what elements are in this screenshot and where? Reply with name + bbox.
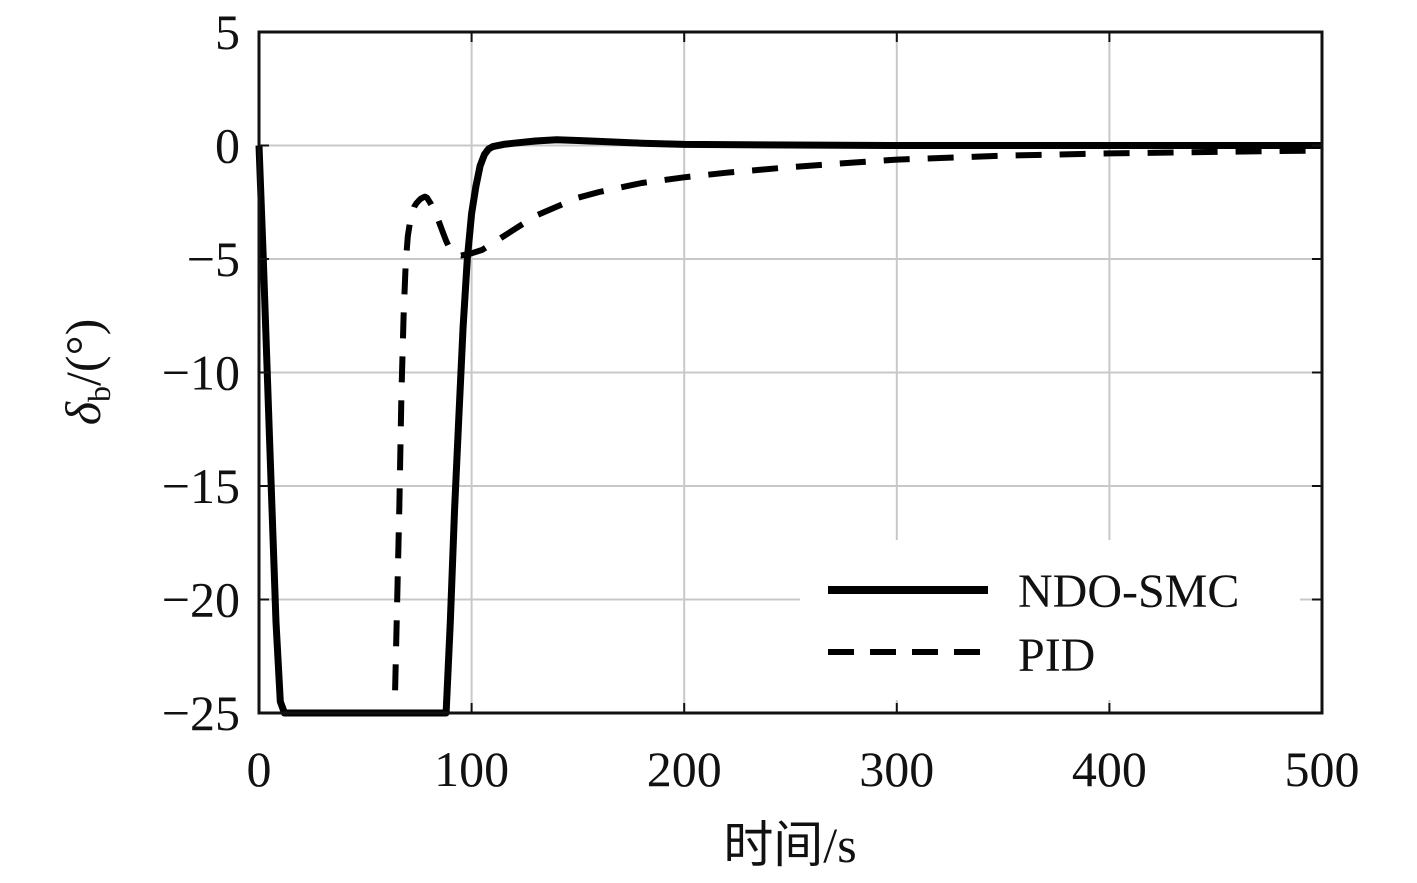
y-tick-label: −10: [162, 345, 240, 401]
y-tick-label: −5: [187, 231, 240, 287]
legend-box: [800, 540, 1300, 700]
x-tick-label: 0: [247, 741, 272, 797]
y-tick-label: 0: [215, 118, 240, 174]
y-axis-label-unit: /(°): [55, 319, 111, 386]
ticks-layer: 0 100 200 300 400 500 5 0 −5 −10 −15 −20 −25: [162, 4, 1360, 797]
y-axis-label-symbol: δ: [55, 401, 111, 425]
y-tick-label: −15: [162, 458, 240, 514]
y-tick-label: −25: [162, 685, 240, 741]
x-tick-label: 200: [647, 741, 722, 797]
y-tick-label: 5: [215, 4, 240, 60]
x-tick-label: 100: [434, 741, 509, 797]
series-line-pid: [392, 147, 1323, 691]
x-tick-label: 400: [1072, 741, 1147, 797]
y-axis-label-subscript: b: [81, 386, 117, 402]
x-tick-label: 300: [859, 741, 934, 797]
y-tick-label: −20: [162, 572, 240, 628]
legend-label-pid: PID: [1018, 629, 1095, 682]
legend: NDO-SMC PID: [800, 540, 1300, 700]
x-axis-label: 时间/s: [723, 817, 856, 873]
y-axis-label: δb/(°): [55, 319, 117, 425]
legend-label-ndo-smc: NDO-SMC: [1018, 565, 1239, 618]
x-tick-label: 500: [1285, 741, 1360, 797]
